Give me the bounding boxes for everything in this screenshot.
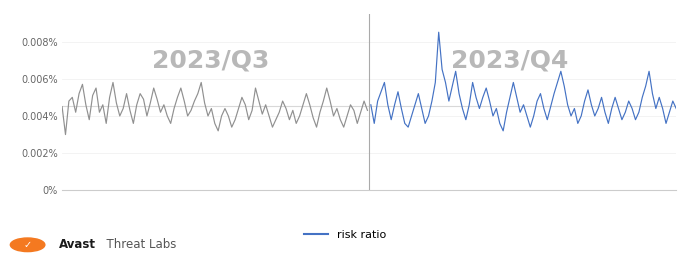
Text: 2023/Q3: 2023/Q3 (152, 48, 269, 72)
Text: Avast: Avast (59, 238, 96, 251)
Text: Threat Labs: Threat Labs (99, 238, 176, 251)
Legend: risk ratio: risk ratio (299, 226, 391, 245)
Text: 2023/Q4: 2023/Q4 (451, 48, 569, 72)
Text: ✓: ✓ (23, 240, 32, 250)
